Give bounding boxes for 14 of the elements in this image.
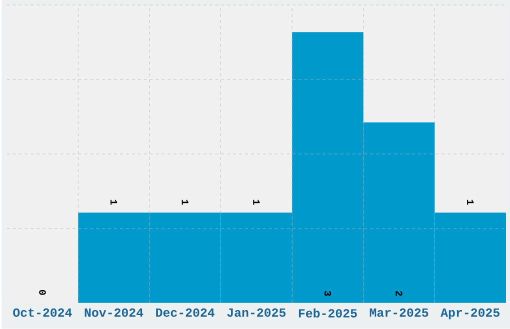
data-label: 0 <box>39 290 46 295</box>
data-label: 1 <box>467 200 474 205</box>
data-label: 1 <box>253 200 260 205</box>
x-tick-label: Apr-2025 <box>440 308 500 320</box>
x-tick-label: Jan-2025 <box>227 308 286 317</box>
x-tick-label: Nov-2024 <box>84 308 144 317</box>
x-tick-label: Oct-2024 <box>13 308 72 317</box>
x-tick-label: Dec-2024 <box>156 308 215 317</box>
data-label: 1 <box>110 200 118 205</box>
data-label: 3 <box>324 291 332 296</box>
data-label: 2 <box>396 291 402 296</box>
x-tick-label: Feb-2025 <box>298 308 357 318</box>
data-label: 1 <box>182 200 188 205</box>
x-tick-label: Mar-2025 <box>370 308 428 317</box>
